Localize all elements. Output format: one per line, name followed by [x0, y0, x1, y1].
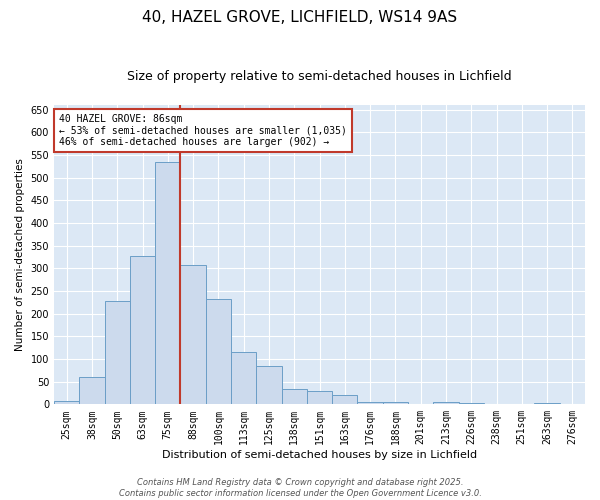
- Bar: [155, 162, 181, 404]
- Text: Contains HM Land Registry data © Crown copyright and database right 2025.
Contai: Contains HM Land Registry data © Crown c…: [119, 478, 481, 498]
- Bar: [433, 402, 458, 404]
- Bar: [181, 264, 206, 404]
- Bar: [358, 402, 383, 404]
- Text: 40 HAZEL GROVE: 86sqm
← 53% of semi-detached houses are smaller (1,035)
46% of s: 40 HAZEL GROVE: 86sqm ← 53% of semi-deta…: [59, 114, 347, 147]
- Bar: [256, 366, 281, 405]
- Bar: [383, 402, 408, 404]
- Bar: [104, 301, 130, 405]
- Title: Size of property relative to semi-detached houses in Lichfield: Size of property relative to semi-detach…: [127, 70, 512, 83]
- Bar: [130, 256, 155, 404]
- Bar: [535, 402, 560, 404]
- Bar: [307, 390, 332, 404]
- Y-axis label: Number of semi-detached properties: Number of semi-detached properties: [15, 158, 25, 351]
- Bar: [79, 377, 104, 404]
- Text: 40, HAZEL GROVE, LICHFIELD, WS14 9AS: 40, HAZEL GROVE, LICHFIELD, WS14 9AS: [142, 10, 458, 25]
- Bar: [231, 352, 256, 405]
- X-axis label: Distribution of semi-detached houses by size in Lichfield: Distribution of semi-detached houses by …: [162, 450, 477, 460]
- Bar: [206, 298, 231, 405]
- Bar: [281, 390, 307, 404]
- Bar: [54, 400, 79, 404]
- Bar: [332, 396, 358, 404]
